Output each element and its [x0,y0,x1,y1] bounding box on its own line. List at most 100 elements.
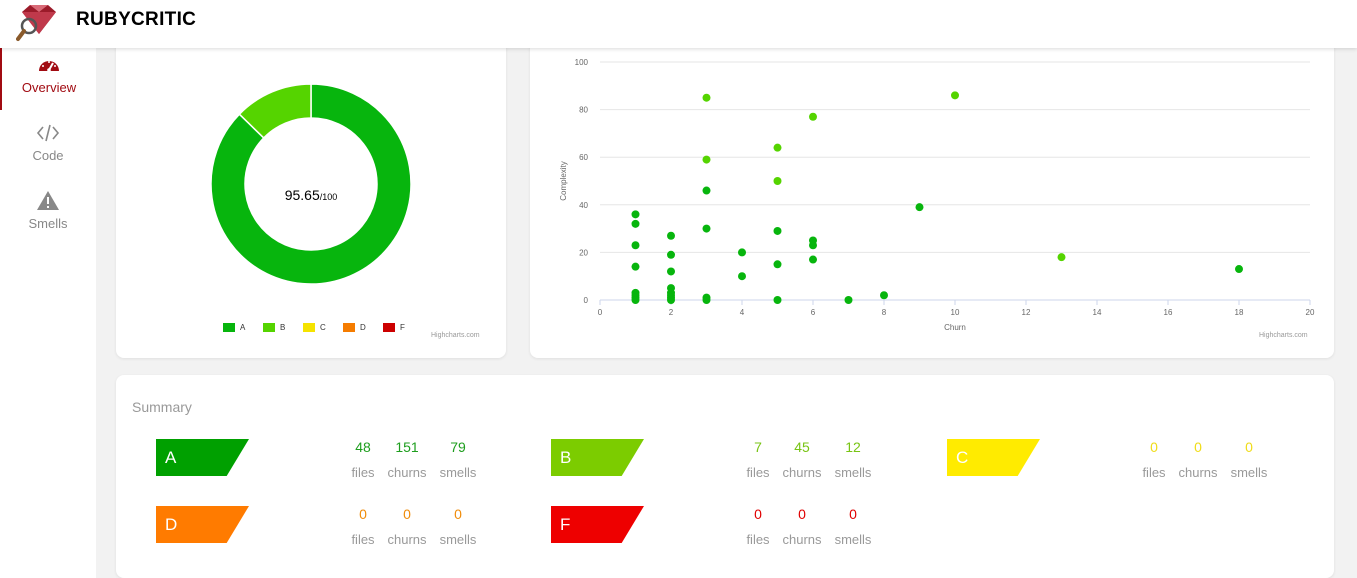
scatter-point[interactable] [773,226,782,235]
stat-caption: smells [834,532,872,547]
stat-churns: 0 churns [772,506,832,547]
scatter-point[interactable] [951,91,959,100]
stat-caption: smells [439,532,477,547]
legend-swatch [383,323,395,333]
scatter-point[interactable] [667,250,675,259]
x-tick-label: 4 [740,308,745,317]
scatter-point[interactable] [667,267,675,276]
scatter-point[interactable] [1235,265,1243,274]
stat-caption: smells [834,465,872,480]
stat-caption: churns [387,465,427,480]
dashboard-icon [39,61,59,72]
legend-item-f[interactable]: F [383,323,405,333]
gpa-chart-credits[interactable]: Highcharts.com [431,332,480,339]
grade-badge-b[interactable]: B [551,439,644,476]
stat-files: 0 files [333,506,393,547]
x-tick-label: 8 [882,308,887,317]
scatter-chart-credits[interactable]: Highcharts.com [1259,332,1308,339]
stat-caption: files [746,465,770,480]
gpa-score: 95.65 [285,187,320,203]
stat-value: 79 [450,439,466,455]
x-tick-label: 12 [1022,308,1031,317]
stat-files: 7 files [728,439,788,480]
legend-swatch [223,323,235,333]
gpa-out-of: /100 [320,192,338,202]
legend-swatch [303,323,315,333]
scatter-point[interactable] [631,262,640,271]
x-tick-label: 14 [1093,308,1102,317]
y-tick-label: 80 [579,106,588,115]
stat-caption: files [1142,465,1166,480]
x-tick-label: 6 [811,308,816,317]
top-bar: RUBYCRITIC [0,0,1357,48]
stat-caption: files [351,532,375,547]
scatter-point[interactable] [773,296,782,304]
stat-churns: 0 churns [1168,439,1228,480]
nav-item-code[interactable]: Code [0,116,96,178]
scatter-point[interactable] [773,260,782,269]
donut-slice-a[interactable] [210,83,412,285]
stat-value: 0 [359,506,367,522]
nav-item-smells[interactable]: Smells [0,184,96,246]
scatter-point[interactable] [809,255,817,264]
scatter-point[interactable] [631,241,640,250]
grade-badge-d[interactable]: D [156,506,249,543]
scatter-point[interactable] [1057,253,1066,262]
scatter-point[interactable] [809,241,817,250]
scatter-point[interactable] [880,291,888,300]
scatter-point[interactable] [631,210,640,219]
stat-caption: churns [387,532,427,547]
legend-label: B [280,323,286,332]
stat-files: 0 files [728,506,788,547]
scatter-point[interactable] [702,224,711,233]
nav-item-overview[interactable]: Overview [0,48,96,110]
stat-caption: files [746,532,770,547]
grade-badge-c[interactable]: C [947,439,1040,476]
scatter-point[interactable] [667,231,675,240]
scatter-point[interactable] [702,296,711,304]
nav-label: Code [32,148,64,163]
y-tick-label: 60 [579,153,588,162]
scatter-point[interactable] [667,296,675,304]
y-tick-label: 0 [584,296,589,305]
stat-value: 0 [754,506,762,522]
scatter-point[interactable] [738,248,746,257]
sidebar: Overview Code Smells [0,48,96,578]
grade-badge-f[interactable]: F [551,506,644,543]
donut-slice-b[interactable] [238,83,312,139]
ruby-magnifier-logo-icon[interactable] [16,4,62,44]
legend-item-a[interactable]: A [223,323,245,333]
scatter-point[interactable] [773,177,782,185]
scatter-point[interactable] [915,203,924,212]
scatter-point[interactable] [631,296,640,304]
stat-value: 0 [1150,439,1158,455]
stat-value: 48 [355,439,371,455]
scatter-point[interactable] [702,155,711,164]
scatter-point[interactable] [809,112,817,121]
scatter-point[interactable] [631,219,640,228]
churn-complexity-scatter-chart: 0 20 40 60 80 100 0 2 4 6 8 10 12 14 16 18 20 Churn Comple… [559,58,1315,332]
scatter-point[interactable] [844,296,853,304]
y-tick-label: 20 [579,248,588,257]
x-tick-label: 20 [1306,308,1315,317]
stat-value: 45 [794,439,810,455]
stat-value: 7 [754,439,762,455]
stat-value: 0 [1194,439,1202,455]
stat-smells: 12 smells [823,439,883,480]
stat-caption: churns [1178,465,1218,480]
scatter-point[interactable] [702,186,711,195]
scatter-point[interactable] [773,143,782,152]
stat-caption: churns [782,465,822,480]
scatter-point[interactable] [738,272,746,281]
legend-label: D [360,323,366,332]
legend-item-d[interactable]: D [343,323,366,333]
legend-swatch [263,323,275,333]
scatter-point[interactable] [702,93,711,102]
gpa-donut-chart: 95.65/100 [210,83,412,285]
legend-item-c[interactable]: C [303,323,326,333]
app-title[interactable]: RUBYCRITIC [76,9,197,30]
legend-item-b[interactable]: B [263,323,286,333]
stat-smells: 0 smells [1219,439,1279,480]
grade-badge-a[interactable]: A [156,439,249,476]
stat-value: 12 [845,439,861,455]
